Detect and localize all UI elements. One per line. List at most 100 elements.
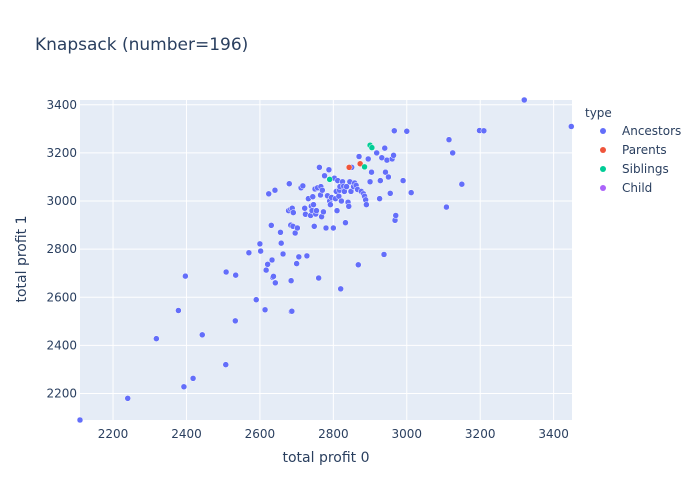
scatter-point-ancestors[interactable] — [286, 180, 293, 187]
scatter-point-ancestors[interactable] — [381, 144, 388, 152]
scatter-point-ancestors[interactable] — [376, 195, 383, 202]
scatter-point-ancestors[interactable] — [288, 307, 296, 315]
scatter-point-ancestors[interactable] — [403, 128, 411, 135]
scatter-point-ancestors[interactable] — [277, 229, 284, 236]
scatter-point-ancestors[interactable] — [271, 186, 279, 194]
scatter-point-ancestors[interactable] — [368, 168, 375, 176]
scatter-point-ancestors[interactable] — [293, 260, 300, 267]
scatter-point-ancestors[interactable] — [343, 183, 350, 190]
scatter-point-ancestors[interactable] — [399, 177, 407, 184]
scatter-point-siblings[interactable] — [368, 144, 376, 151]
legend[interactable]: type Ancestors Parents Siblings Child — [585, 106, 681, 195]
scatter-point-ancestors[interactable] — [364, 155, 372, 163]
scatter-point-ancestors[interactable] — [316, 164, 323, 171]
scatter-point-ancestors[interactable] — [180, 383, 188, 391]
scatter-point-ancestors[interactable] — [377, 177, 384, 184]
scatter-point-ancestors[interactable] — [333, 207, 341, 214]
y-tick-label: 2600 — [46, 290, 77, 304]
legend-item-child[interactable]: Child — [600, 181, 652, 195]
scatter-point-ancestors[interactable] — [189, 375, 197, 382]
scatter-point-ancestors[interactable] — [387, 190, 394, 197]
scatter-point-ancestors[interactable] — [153, 335, 160, 342]
scatter-point-ancestors[interactable] — [568, 123, 575, 130]
scatter-point-ancestors[interactable] — [373, 149, 380, 157]
scatter-point-ancestors[interactable] — [325, 166, 333, 174]
legend-item-ancestors[interactable]: Ancestors — [600, 124, 681, 138]
scatter-point-ancestors[interactable] — [76, 416, 84, 424]
scatter-point-ancestors[interactable] — [443, 203, 450, 211]
scatter-point-ancestors[interactable] — [272, 279, 279, 287]
scatter-point-ancestors[interactable] — [521, 96, 528, 104]
scatter-point-ancestors[interactable] — [449, 149, 456, 157]
scatter-point-ancestors[interactable] — [245, 249, 253, 257]
scatter-point-ancestors[interactable] — [382, 168, 389, 176]
scatter-point-ancestors[interactable] — [345, 203, 353, 210]
scatter-point-ancestors[interactable] — [299, 182, 307, 190]
scatter-point-ancestors[interactable] — [262, 266, 270, 274]
scatter-point-siblings[interactable] — [361, 163, 368, 171]
scatter-point-ancestors[interactable] — [261, 306, 269, 314]
scatter-point-ancestors[interactable] — [385, 173, 392, 181]
scatter-point-ancestors[interactable] — [338, 197, 345, 205]
scatter-point-ancestors[interactable] — [264, 261, 271, 268]
scatter-point-ancestors[interactable] — [390, 152, 397, 159]
scatter-point-ancestors[interactable] — [310, 201, 317, 208]
scatter-point-ancestors[interactable] — [232, 271, 239, 279]
scatter-point-ancestors[interactable] — [268, 256, 276, 264]
scatter-point-ancestors[interactable] — [355, 153, 363, 160]
scatter-point-ancestors[interactable] — [480, 127, 488, 135]
scatter-point-ancestors[interactable] — [182, 272, 189, 280]
scatter-point-ancestors[interactable] — [319, 186, 326, 194]
legend-label: Ancestors — [622, 124, 681, 138]
scatter-point-ancestors[interactable] — [175, 307, 182, 314]
scatter-point-ancestors[interactable] — [277, 239, 285, 247]
scatter-point-ancestors[interactable] — [256, 240, 264, 248]
scatter-point-ancestors[interactable] — [330, 224, 337, 232]
scatter-point-siblings[interactable] — [326, 176, 333, 183]
scatter-point-ancestors[interactable] — [313, 207, 320, 214]
scatter-point-ancestors[interactable] — [303, 252, 311, 260]
scatter-point-ancestors[interactable] — [301, 205, 308, 212]
scatter-point-ancestors[interactable] — [458, 180, 466, 188]
scatter-point-ancestors[interactable] — [295, 253, 303, 261]
scatter-point-ancestors[interactable] — [311, 223, 318, 230]
legend-item-parents[interactable]: Parents — [600, 143, 667, 157]
legend-item-siblings[interactable]: Siblings — [600, 162, 669, 176]
scatter-point-ancestors[interactable] — [268, 222, 275, 229]
scatter-point-ancestors[interactable] — [445, 136, 453, 143]
scatter-point-ancestors[interactable] — [327, 201, 334, 208]
legend-label: Child — [622, 181, 652, 195]
scatter-point-parents[interactable] — [356, 160, 364, 168]
scatter-point-ancestors[interactable] — [199, 331, 206, 339]
legend-label: Parents — [622, 143, 667, 157]
scatter-point-ancestors[interactable] — [290, 209, 297, 216]
scatter-point-ancestors[interactable] — [342, 219, 349, 226]
scatter-point-ancestors[interactable] — [222, 361, 230, 368]
scatter-point-ancestors[interactable] — [287, 277, 295, 284]
scatter-point-ancestors[interactable] — [257, 247, 264, 255]
scatter-point-ancestors[interactable] — [321, 172, 328, 180]
scatter-point-ancestors[interactable] — [355, 261, 362, 269]
scatter-point-ancestors[interactable] — [315, 274, 322, 282]
scatter-point-ancestors[interactable] — [294, 224, 301, 232]
scatter-point-ancestors[interactable] — [366, 178, 374, 186]
scatter-point-ancestors[interactable] — [252, 296, 260, 303]
scatter-point-ancestors[interactable] — [363, 201, 370, 208]
x-tick-label: 3200 — [465, 427, 496, 441]
scatter-point-ancestors[interactable] — [337, 285, 344, 293]
scatter-point-parents[interactable] — [345, 164, 353, 171]
scatter-point-ancestors[interactable] — [322, 224, 330, 232]
scatter-point-ancestors[interactable] — [232, 317, 239, 325]
scatter-point-ancestors[interactable] — [270, 273, 277, 280]
scatter-point-ancestors[interactable] — [407, 189, 415, 196]
scatter-point-ancestors[interactable] — [309, 193, 317, 200]
data-points — [76, 96, 575, 424]
scatter-point-ancestors[interactable] — [222, 268, 230, 276]
scatter-point-ancestors[interactable] — [380, 251, 388, 258]
scatter-point-ancestors[interactable] — [279, 250, 287, 258]
scatter-point-ancestors[interactable] — [392, 212, 400, 219]
scatter-point-ancestors[interactable] — [124, 395, 131, 402]
scatter-point-ancestors[interactable] — [265, 190, 272, 198]
scatter-point-ancestors[interactable] — [391, 127, 398, 135]
scatter-point-ancestors[interactable] — [320, 208, 327, 216]
